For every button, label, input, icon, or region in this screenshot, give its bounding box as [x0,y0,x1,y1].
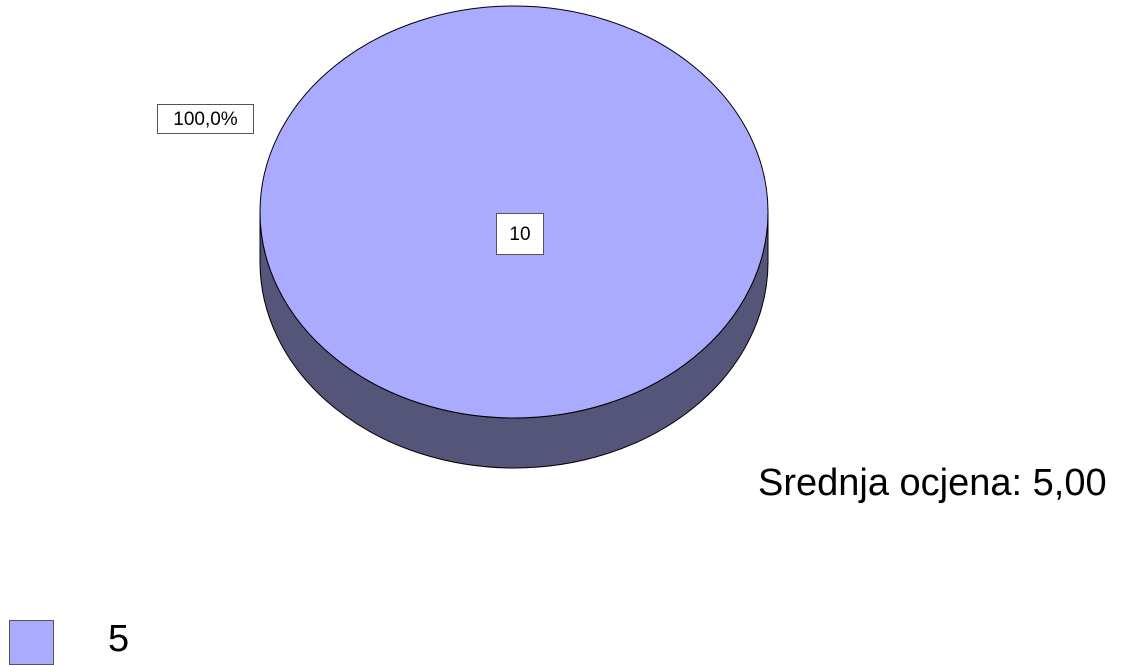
legend-swatch [9,620,54,665]
slice-percent-label: 100,0% [157,104,254,134]
legend-label: 5 [108,618,130,660]
average-rating-annotation: Srednja ocjena: 5,00 [758,462,1107,504]
pie-slice-top [259,5,769,419]
slice-value-label: 10 [496,213,544,255]
